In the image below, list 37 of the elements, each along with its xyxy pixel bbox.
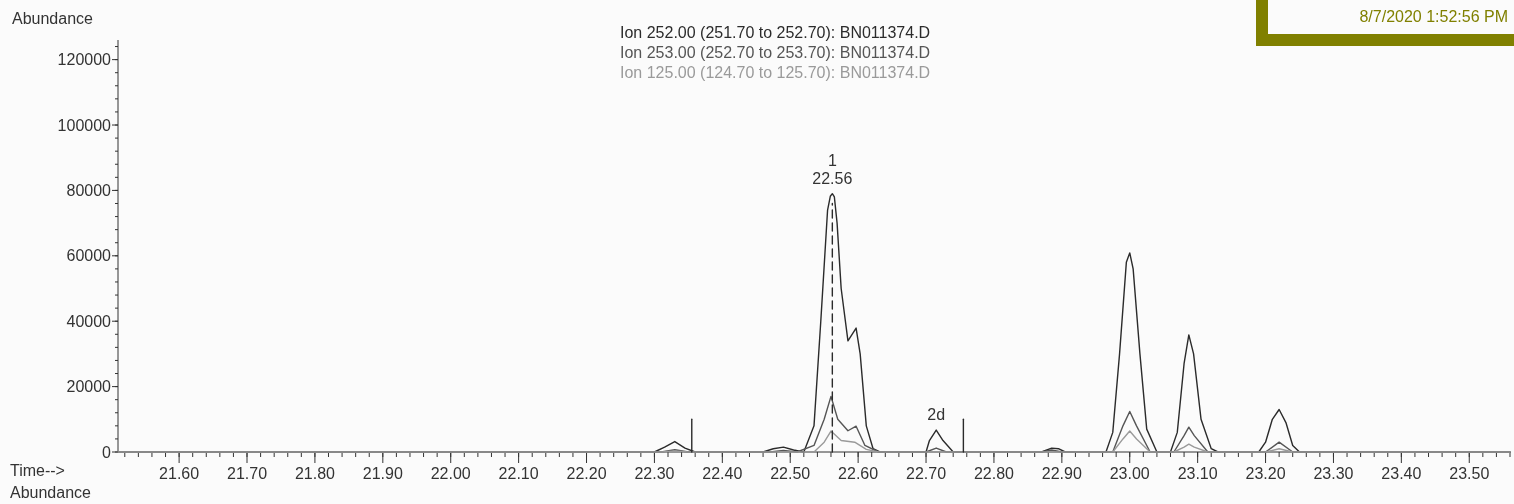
- x-tick-label: 21.70: [226, 465, 268, 482]
- x-tick-label: 22.60: [838, 465, 879, 482]
- x-tick-label: 22.80: [973, 465, 1015, 482]
- text: Ion 125.00 (124.70 to 125.70): BN011374.D: [620, 64, 931, 81]
- y-tick-label: 100000: [57, 116, 112, 134]
- x-tick-label: 22.90: [1041, 465, 1082, 482]
- x-tick-label: 23.40: [1381, 465, 1422, 482]
- annotation: 2d: [927, 406, 946, 424]
- annotation: 22.56: [812, 169, 853, 187]
- x-tick-label: 22.10: [498, 465, 539, 482]
- x-tick-label: 21.60: [159, 465, 200, 482]
- y-tick-label: 20000: [66, 378, 112, 396]
- x-tick-label: 23.10: [1177, 465, 1218, 482]
- x-tick-label: 22.50: [770, 465, 811, 482]
- y-tick-label: 80000: [66, 182, 112, 200]
- x-tick-label: 23.50: [1449, 465, 1490, 482]
- text: Ion 252.00 (251.70 to 252.70): BN011374.D: [620, 24, 931, 41]
- annotation: 1: [827, 151, 837, 169]
- text: Abundance: [10, 484, 92, 501]
- x-tick-label: 22.00: [430, 465, 471, 482]
- text: 8/7/2020 1:52:56 PM: [1359, 8, 1508, 25]
- y-tick-label: 0: [102, 443, 112, 461]
- x-tick-label: 23.30: [1313, 465, 1354, 482]
- y-tick-label: 40000: [66, 312, 112, 330]
- y-tick-label: 60000: [66, 247, 112, 265]
- y-tick-label: 120000: [57, 51, 112, 69]
- y-axis-title: Abundance: [12, 10, 94, 27]
- x-tick-label: 22.40: [702, 465, 743, 482]
- x-tick-label: 22.20: [566, 465, 607, 482]
- x-tick-label: 23.20: [1245, 465, 1286, 482]
- x-axis-title: Time-->: [10, 462, 65, 479]
- x-tick-label: 21.90: [362, 465, 403, 482]
- x-tick-label: 23.00: [1109, 465, 1150, 482]
- x-tick-label: 22.30: [634, 465, 675, 482]
- x-tick-label: 22.70: [906, 465, 947, 482]
- x-tick-label: 21.80: [294, 465, 336, 482]
- text: Ion 253.00 (252.70 to 253.70): BN011374.D: [620, 44, 931, 61]
